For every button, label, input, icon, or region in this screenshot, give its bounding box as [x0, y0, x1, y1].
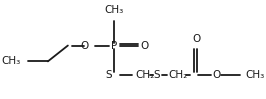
Text: CH₃: CH₃ [1, 56, 20, 66]
Text: CH₂: CH₂ [135, 70, 155, 80]
Text: P: P [111, 40, 117, 51]
Text: O: O [81, 40, 89, 51]
Text: CH₂: CH₂ [169, 70, 188, 80]
Text: O: O [140, 40, 149, 51]
Text: CH₃: CH₃ [245, 70, 264, 80]
Text: O: O [192, 34, 200, 44]
Text: O: O [212, 70, 220, 80]
Text: CH₃: CH₃ [105, 5, 124, 15]
Text: S: S [105, 70, 112, 80]
Text: S: S [153, 70, 160, 80]
